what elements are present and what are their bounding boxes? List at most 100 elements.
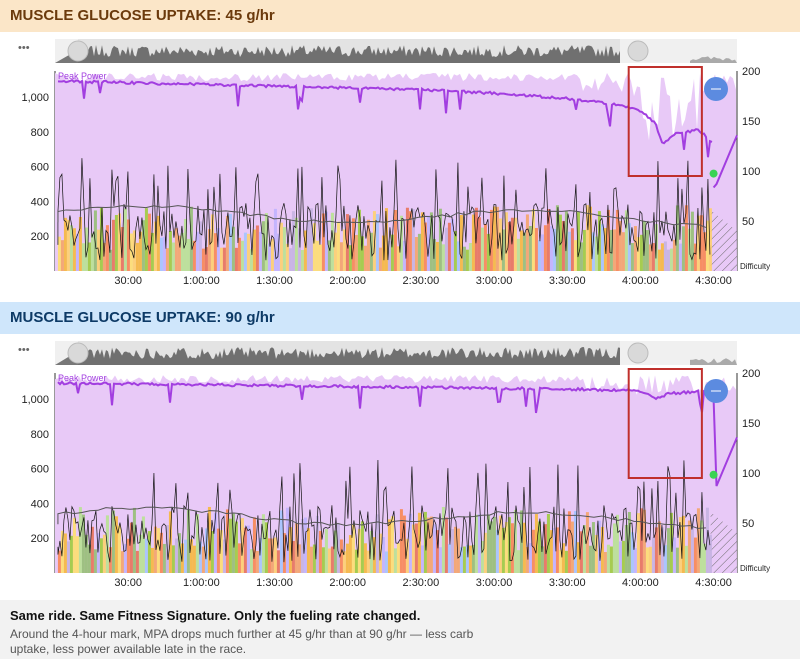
- power-zone-bar: [450, 529, 454, 573]
- power-zone-bar: [618, 541, 622, 573]
- power-zone-bar: [660, 243, 664, 271]
- power-zone-bar: [243, 232, 247, 271]
- power-zone-bar: [240, 518, 244, 573]
- x-tick-label: 2:00:00: [329, 577, 366, 589]
- power-zone-bar: [324, 211, 328, 271]
- power-zone-bar: [393, 548, 397, 573]
- power-zone-bar: [222, 539, 226, 573]
- mpa-line: [57, 78, 713, 158]
- x-tick-label: 4:30:00: [695, 577, 732, 589]
- power-zone-bar: [408, 211, 412, 271]
- power-zone-bar: [159, 532, 163, 573]
- power-zone-bar: [216, 227, 220, 271]
- power-zone-bar: [72, 517, 76, 573]
- overview-right-handle[interactable]: [627, 342, 649, 364]
- power-zone-bar: [357, 528, 361, 573]
- power-zone-bar: [585, 512, 589, 573]
- power-zone-bar: [147, 213, 151, 271]
- chart-45: ••• Peak Power 200 400 600 800 1,000 50 100 150 20…: [18, 39, 770, 287]
- power-zone-bar: [441, 244, 445, 271]
- power-zone-bar: [690, 211, 694, 271]
- power-zone-bar: [255, 225, 259, 271]
- power-zone-bar: [69, 225, 73, 271]
- power-zone-bar: [66, 541, 70, 573]
- footer-title: Same ride. Same Fitness Signature. Only …: [10, 608, 421, 623]
- power-zone-bar: [609, 229, 613, 271]
- power-zone-bar: [687, 228, 691, 271]
- power-zone-bar: [174, 538, 178, 573]
- power-zone-bar: [348, 535, 352, 573]
- power-zone-bar: [606, 544, 610, 573]
- power-zone-bar: [654, 527, 658, 573]
- power-zone-bar: [141, 220, 145, 271]
- power-zone-bar: [492, 206, 496, 271]
- power-zone-bar: [699, 520, 703, 573]
- power-zone-bar: [567, 511, 571, 573]
- power-zone-bar: [93, 210, 97, 271]
- overview-right-handle[interactable]: [627, 40, 649, 62]
- power-zone-bar: [195, 514, 199, 573]
- overview-trace-tail: [690, 358, 737, 365]
- overview-left-handle[interactable]: [67, 40, 89, 62]
- x-tick-label: 1:00:00: [183, 275, 220, 287]
- power-zone-bar: [147, 531, 151, 573]
- series-label-peak-power: Peak Power: [58, 71, 107, 81]
- power-zone-bar: [360, 521, 364, 573]
- power-zone-bar: [633, 226, 637, 271]
- power-zone-bar: [456, 241, 460, 271]
- power-zone-bar: [189, 539, 193, 573]
- power-zone-bar: [144, 538, 148, 573]
- power-zone-bar: [696, 215, 700, 271]
- power-zone-bar: [534, 514, 538, 573]
- power-zone-bar: [330, 212, 334, 271]
- y-left-tick-label: 200: [31, 533, 49, 545]
- y-left-tick-label: 400: [31, 196, 49, 208]
- power-zone-bar: [666, 528, 670, 573]
- power-zone-bar: [57, 236, 61, 271]
- power-zone-bar: [705, 220, 709, 271]
- more-icon[interactable]: •••: [18, 344, 30, 356]
- power-zone-bar: [354, 549, 358, 573]
- power-zone-bar: [231, 226, 235, 271]
- power-zone-bar: [141, 516, 145, 573]
- power-zone-bar: [171, 242, 175, 271]
- power-zone-bar: [594, 534, 598, 573]
- power-zone-bar: [474, 514, 478, 573]
- power-zone-bar: [111, 510, 115, 573]
- x-tick-label: 3:30:00: [549, 275, 586, 287]
- power-zone-bar: [360, 236, 364, 271]
- more-icon[interactable]: •••: [18, 42, 30, 54]
- power-zone-bar: [198, 541, 202, 573]
- power-zone-bar: [207, 229, 211, 271]
- power-zone-bar: [531, 209, 535, 271]
- power-zone-bar: [447, 544, 451, 573]
- power-zone-bar: [156, 528, 160, 573]
- y-right-tick-label: 200: [742, 368, 760, 380]
- power-zone-bar: [123, 543, 127, 573]
- power-zone-bar: [702, 543, 706, 573]
- power-zone-bar: [261, 514, 265, 573]
- y-right-tick-label: 100: [742, 166, 760, 178]
- power-zone-bar: [588, 206, 592, 271]
- power-zone-bar: [630, 532, 634, 573]
- power-zone-bar: [552, 228, 556, 271]
- power-zone-bar: [498, 218, 502, 271]
- power-zone-bar: [384, 208, 388, 271]
- x-tick-label: 4:30:00: [695, 275, 732, 287]
- power-zone-bar: [129, 522, 133, 573]
- power-zone-bar: [627, 511, 631, 573]
- power-zone-bar: [621, 232, 625, 271]
- power-zone-bar: [435, 530, 439, 573]
- power-zone-bar: [309, 208, 313, 271]
- power-zone-bar: [153, 526, 157, 573]
- panel-title-90: MUSCLE GLUCOSE UPTAKE: 90 g/hr: [0, 302, 800, 334]
- power-zone-bar: [414, 523, 418, 573]
- power-zone-bar: [102, 534, 106, 573]
- x-tick-label: 2:30:00: [403, 275, 440, 287]
- power-zone-bar: [519, 230, 523, 271]
- power-zone-bar: [675, 547, 679, 573]
- overview-left-handle[interactable]: [67, 342, 89, 364]
- power-zone-bar: [417, 233, 421, 271]
- power-zone-bar: [279, 510, 283, 573]
- power-zone-bar: [537, 240, 541, 271]
